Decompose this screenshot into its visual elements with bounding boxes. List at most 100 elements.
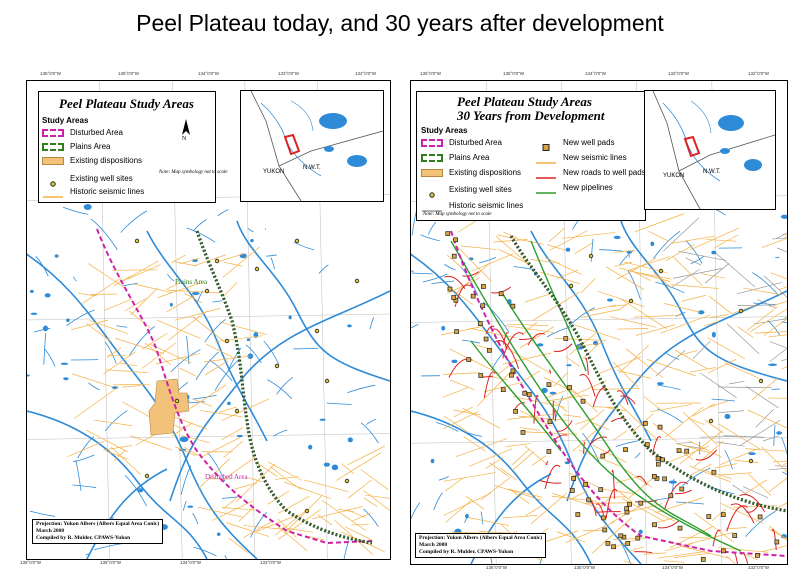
seismic-line — [681, 294, 707, 302]
seismic-line — [203, 355, 251, 363]
seismic-line — [321, 500, 367, 531]
stream — [480, 511, 484, 525]
stream — [479, 257, 497, 264]
seismic-line — [199, 437, 241, 459]
new-well-pad — [547, 419, 553, 424]
seismic-line — [742, 287, 782, 296]
seismic-line — [619, 404, 659, 441]
lake — [169, 302, 173, 307]
new-well-pad — [635, 535, 641, 541]
stream — [77, 436, 95, 459]
seismic-line — [360, 469, 389, 490]
inset-map-canvas — [250, 91, 383, 201]
seismic-line — [110, 446, 142, 475]
seismic-line — [720, 503, 764, 524]
seismic-line — [652, 422, 678, 443]
seismic-line — [507, 413, 555, 420]
new-well-pad — [627, 501, 632, 507]
seismic-line — [709, 314, 729, 318]
new-well-pad — [580, 398, 586, 404]
legend-heading: Study Areas — [42, 116, 89, 125]
credit-projection: Projection: Yukon Albers (Albers Equal A… — [419, 535, 543, 541]
tick-top: 134°0'0"W — [198, 71, 220, 76]
seismic-line — [617, 300, 632, 311]
seismic-line — [716, 441, 745, 447]
new-well-pad — [655, 456, 661, 461]
new-well-pad — [652, 522, 657, 528]
new-road — [605, 488, 618, 519]
seismic-line — [689, 463, 712, 477]
legend-label: Existing well sites — [449, 185, 512, 194]
seismic-line — [782, 233, 787, 236]
lake — [250, 238, 254, 243]
stream — [104, 341, 117, 364]
seismic-line — [770, 272, 787, 280]
seismic-line — [703, 320, 720, 327]
seismic-line — [222, 282, 238, 297]
stream — [615, 440, 640, 447]
lake — [650, 241, 655, 247]
new-road — [555, 420, 573, 432]
new-well-pad — [624, 506, 630, 511]
seismic-line — [513, 396, 566, 408]
seismic-line — [341, 463, 355, 475]
seismic-line — [769, 300, 787, 308]
svg-text:N: N — [182, 136, 187, 140]
seismic-line — [71, 373, 113, 388]
stream — [73, 454, 95, 463]
new-well-pad — [676, 448, 682, 454]
stream — [634, 452, 641, 459]
seismic-line — [623, 560, 635, 564]
seismic-line — [104, 298, 133, 311]
seismic-line — [610, 304, 627, 307]
seismic-line — [679, 430, 723, 464]
new-well-pad — [483, 336, 489, 342]
stream — [590, 238, 594, 262]
seismic-line — [704, 419, 724, 434]
seismic-line — [218, 252, 246, 262]
existing-well-site — [134, 238, 140, 244]
legend-label: Disturbed Area — [449, 138, 502, 147]
seismic-line — [312, 506, 363, 520]
lake — [187, 505, 194, 508]
stream — [582, 432, 600, 463]
new-road — [485, 325, 495, 335]
stream — [753, 302, 777, 306]
inset-label-yukon: YUKON — [263, 169, 285, 175]
credit-date: March 2008 — [36, 528, 65, 534]
stream — [35, 256, 49, 277]
new-road — [454, 284, 471, 308]
seismic-line — [747, 409, 787, 429]
stream — [204, 318, 226, 343]
new-well-pad — [583, 482, 588, 487]
seismic-line — [616, 257, 657, 280]
new-well-pad — [486, 347, 492, 353]
river — [620, 220, 787, 382]
seismic-line — [512, 451, 535, 471]
graticule-line — [27, 433, 390, 440]
seismic-line — [643, 552, 667, 555]
seismic-line — [478, 530, 510, 534]
stream — [618, 539, 632, 564]
stream — [318, 264, 329, 274]
seismic-line — [218, 406, 238, 413]
tick-bottom: 134°0'0"W — [180, 560, 202, 565]
seismic-line — [724, 362, 760, 379]
river — [236, 220, 390, 382]
seismic-line — [761, 545, 787, 553]
stream — [599, 249, 623, 252]
seismic-line — [521, 321, 538, 336]
plains-area-boundary — [196, 230, 373, 544]
seismic-line — [508, 488, 543, 498]
seismic-line — [556, 531, 586, 543]
lake — [319, 418, 326, 421]
lake — [63, 377, 69, 381]
seismic-line — [194, 399, 213, 407]
seismic-line — [556, 269, 578, 279]
seismic-line — [711, 508, 727, 522]
seismic-line — [480, 477, 511, 501]
seismic-line — [700, 372, 737, 398]
new-well-pad — [546, 449, 552, 454]
seismic-line — [348, 479, 372, 499]
seismic-line — [453, 409, 481, 416]
